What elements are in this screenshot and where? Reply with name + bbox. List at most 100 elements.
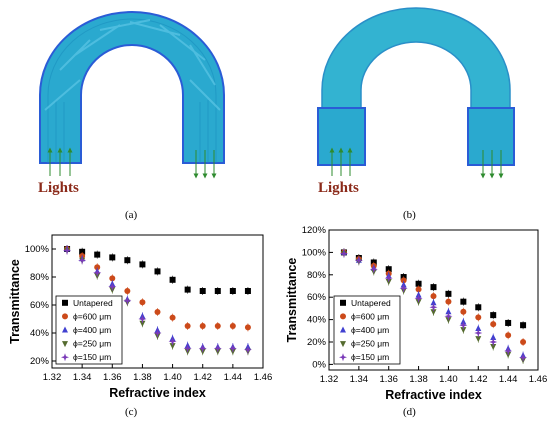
legend-marker bbox=[62, 326, 68, 333]
plot-frame bbox=[51, 234, 264, 369]
data-point bbox=[505, 319, 512, 326]
data-point bbox=[228, 344, 237, 353]
panel-label-c: (c) bbox=[125, 406, 138, 418]
data-point bbox=[169, 314, 176, 321]
data-point bbox=[93, 268, 102, 277]
data-point bbox=[154, 309, 161, 315]
data-point bbox=[183, 344, 192, 353]
x-tick-label: 1.40 bbox=[163, 372, 182, 383]
legend-entry: ϕ=600 μm bbox=[73, 311, 111, 321]
legend-box bbox=[55, 295, 123, 365]
data-point bbox=[489, 338, 498, 346]
y-axis-title: Transmittance bbox=[285, 258, 299, 343]
data-point bbox=[123, 296, 132, 305]
x-tick-label: 1.46 bbox=[529, 374, 548, 385]
legend-entry: ϕ=150 μm bbox=[351, 352, 389, 362]
data-point bbox=[430, 293, 437, 300]
legend-entry: ϕ=400 μm bbox=[73, 325, 111, 335]
legend-box bbox=[333, 295, 401, 365]
data-point bbox=[415, 280, 422, 287]
x-tick-label: 1.42 bbox=[193, 372, 212, 383]
data-point bbox=[154, 268, 161, 275]
data-point bbox=[504, 346, 513, 355]
x-axis-title: Refractive index bbox=[385, 388, 482, 402]
data-point bbox=[475, 336, 482, 343]
data-point bbox=[139, 299, 146, 306]
data-point bbox=[459, 321, 468, 330]
data-point bbox=[124, 257, 131, 264]
data-point bbox=[414, 294, 423, 303]
panel-b-fiber-diagram: Lights (b) bbox=[317, 7, 515, 221]
data-point bbox=[460, 298, 467, 305]
data-point bbox=[354, 256, 363, 265]
panel-a-fiber-diagram: Lights (a) bbox=[38, 11, 225, 221]
x-tick-label: 1.40 bbox=[439, 374, 458, 385]
data-point bbox=[244, 288, 251, 294]
data-point bbox=[199, 323, 206, 329]
x-tick-label: 1.42 bbox=[469, 374, 488, 385]
chart-d: 1.32 1.34 1.36 1.38 1.40 1.42 1.44 1.46 0% 20% 40%… bbox=[285, 225, 547, 402]
data-point bbox=[369, 265, 378, 274]
x-axis-title: Refractive index bbox=[109, 386, 206, 400]
data-point bbox=[415, 286, 422, 293]
data-point bbox=[460, 327, 467, 334]
data-point bbox=[184, 323, 191, 329]
x-tick-label: 1.36 bbox=[103, 372, 122, 383]
legend-marker bbox=[62, 299, 68, 306]
data-point bbox=[445, 290, 452, 297]
data-point bbox=[214, 323, 221, 329]
legend-marker bbox=[62, 341, 68, 348]
data-point bbox=[139, 261, 146, 268]
data-point bbox=[475, 325, 482, 332]
data-point bbox=[184, 286, 191, 293]
legend-marker bbox=[62, 313, 68, 320]
y-axis-title: Transmittance bbox=[8, 259, 22, 344]
data-point bbox=[474, 329, 483, 338]
legend: Untapered ϕ=600 μm ϕ=400 μm ϕ=250 μm ϕ=150 μ… bbox=[333, 295, 401, 365]
data-point bbox=[444, 312, 453, 321]
legend-marker bbox=[61, 353, 69, 362]
legend-entry: Untapered bbox=[351, 298, 391, 308]
data-point bbox=[339, 249, 348, 258]
x-tick-label: 1.38 bbox=[133, 372, 152, 383]
data-point bbox=[214, 288, 221, 294]
data-point bbox=[109, 275, 116, 282]
series-4 bbox=[63, 246, 252, 354]
u-fiber-taper-pattern-a bbox=[44, 19, 221, 111]
y-tick-label: 80% bbox=[30, 272, 50, 283]
data-point bbox=[519, 353, 528, 362]
legend-entry: ϕ=600 μm bbox=[351, 311, 389, 321]
data-point bbox=[445, 298, 452, 305]
data-point bbox=[168, 337, 177, 346]
series-0 bbox=[64, 245, 251, 295]
data-point bbox=[385, 266, 392, 273]
data-point bbox=[400, 277, 407, 284]
data-point bbox=[94, 251, 101, 258]
data-point bbox=[490, 312, 497, 319]
legend-entry: ϕ=400 μm bbox=[351, 325, 389, 335]
x-tick-label: 1.34 bbox=[73, 372, 92, 383]
data-point bbox=[94, 264, 101, 271]
data-point bbox=[139, 320, 146, 327]
panel-label-b: (b) bbox=[403, 209, 416, 221]
data-point bbox=[505, 332, 512, 339]
legend-marker bbox=[339, 353, 347, 362]
y-tick-label: 0% bbox=[312, 359, 326, 370]
data-point bbox=[430, 299, 437, 306]
u-fiber-bend-b bbox=[321, 7, 511, 164]
data-point bbox=[445, 308, 452, 315]
legend-entry: Untapered bbox=[73, 298, 113, 308]
data-point bbox=[79, 248, 86, 255]
fiber-end-right-b bbox=[467, 107, 515, 166]
data-point bbox=[153, 329, 162, 337]
lights-label-b: Lights bbox=[318, 180, 359, 196]
data-point bbox=[213, 344, 222, 353]
y-tick-label: 60% bbox=[30, 300, 50, 311]
legend-marker bbox=[340, 326, 346, 333]
data-point bbox=[475, 314, 482, 321]
plot-frame bbox=[328, 229, 539, 371]
data-point bbox=[490, 343, 497, 350]
y-tick-label: 80% bbox=[307, 270, 327, 281]
y-tick-label: 100% bbox=[25, 244, 50, 255]
